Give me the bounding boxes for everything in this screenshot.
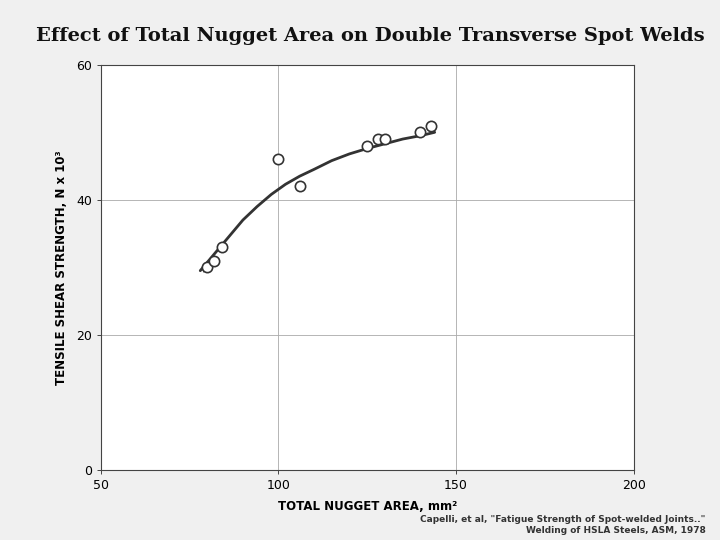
Point bbox=[426, 122, 437, 130]
Point bbox=[202, 263, 213, 272]
Point bbox=[294, 182, 305, 191]
Point bbox=[216, 243, 228, 252]
Point bbox=[372, 134, 384, 143]
Text: Capelli, et al, "Fatigue Strength of Spot-welded Joints.."
Welding of HSLA Steel: Capelli, et al, "Fatigue Strength of Spo… bbox=[420, 515, 706, 535]
Text: Effect of Total Nugget Area on Double Transverse Spot Welds: Effect of Total Nugget Area on Double Tr… bbox=[36, 27, 705, 45]
Point bbox=[379, 134, 391, 143]
Point bbox=[415, 128, 426, 137]
Point bbox=[361, 141, 373, 150]
Point bbox=[273, 155, 284, 164]
Y-axis label: TENSILE SHEAR STRENGTH, N x 10³: TENSILE SHEAR STRENGTH, N x 10³ bbox=[55, 150, 68, 384]
X-axis label: TOTAL NUGGET AREA, mm²: TOTAL NUGGET AREA, mm² bbox=[278, 500, 456, 513]
Point bbox=[209, 256, 220, 265]
